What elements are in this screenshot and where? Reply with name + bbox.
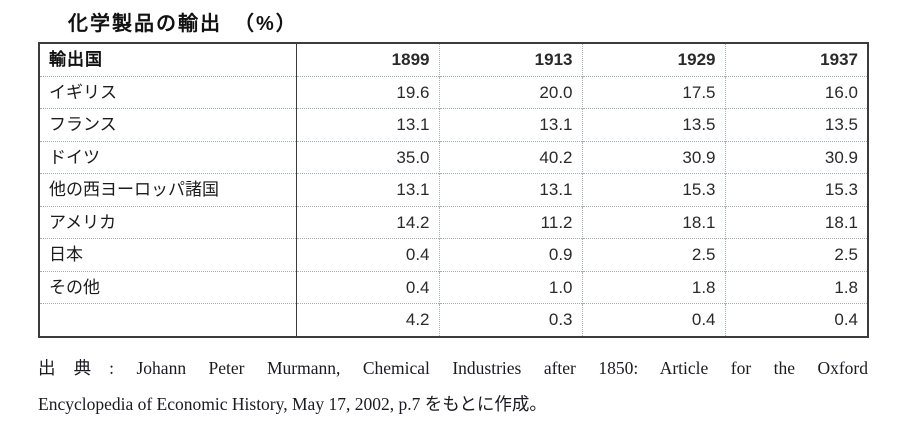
country-label: その他 <box>39 270 297 304</box>
value-cell: 13.1 <box>438 173 582 206</box>
value-cell: 13.5 <box>724 108 868 141</box>
value-cell: 19.6 <box>295 75 439 109</box>
table-title: 化学製品の輸出 （%） <box>68 13 298 35</box>
table-row: ドイツ 35.0 40.2 30.9 30.9 <box>39 140 868 174</box>
value-cell: 17.5 <box>581 75 725 109</box>
country-label: アメリカ <box>39 205 297 239</box>
country-label: イギリス <box>39 75 297 109</box>
column-header-country: 輸出国 <box>39 43 297 76</box>
value-cell: 30.9 <box>724 140 868 174</box>
value-cell: 0.4 <box>295 238 439 271</box>
value-cell: 18.1 <box>724 205 868 239</box>
column-header-1913: 1913 <box>438 43 582 76</box>
column-header-1937: 1937 <box>724 43 868 76</box>
export-share-table: 輸出国 1899 1913 1929 1937 イギリス 19.6 20.0 1… <box>38 42 869 338</box>
table-row: 4.2 0.3 0.4 0.4 <box>39 303 868 337</box>
value-cell: 0.3 <box>438 303 582 337</box>
value-cell: 2.5 <box>581 238 725 271</box>
value-cell: 13.1 <box>438 108 582 141</box>
table-row: その他 0.4 1.0 1.8 1.8 <box>39 270 868 304</box>
source-citation: 出典: Johann Peter Murmann, Chemical Indus… <box>38 350 868 422</box>
value-cell: 13.1 <box>295 173 439 206</box>
table-row: 日本 0.4 0.9 2.5 2.5 <box>39 238 868 271</box>
table-row: イギリス 19.6 20.0 17.5 16.0 <box>39 75 868 109</box>
country-label: ドイツ <box>39 140 297 174</box>
value-cell: 1.8 <box>724 270 868 304</box>
column-header-1899: 1899 <box>295 43 439 76</box>
value-cell: 1.8 <box>581 270 725 304</box>
value-cell: 1.0 <box>438 270 582 304</box>
column-header-1929: 1929 <box>581 43 725 76</box>
value-cell: 2.5 <box>724 238 868 271</box>
header-row: 輸出国 1899 1913 1929 1937 <box>39 43 868 76</box>
table-row: フランス 13.1 13.1 13.5 13.5 <box>39 108 868 141</box>
value-cell: 40.2 <box>438 140 582 174</box>
value-cell: 0.4 <box>295 270 439 304</box>
value-cell: 30.9 <box>581 140 725 174</box>
country-label: 他の西ヨーロッパ諸国 <box>39 173 297 206</box>
country-label: フランス <box>39 108 297 141</box>
value-cell: 15.3 <box>724 173 868 206</box>
value-cell: 20.0 <box>438 75 582 109</box>
table-row: 他の西ヨーロッパ諸国 13.1 13.1 15.3 15.3 <box>39 173 868 206</box>
value-cell: 0.4 <box>724 303 868 337</box>
value-cell: 11.2 <box>438 205 582 239</box>
value-cell: 0.9 <box>438 238 582 271</box>
source-citation-line2: Encyclopedia of Economic History, May 17… <box>38 394 547 414</box>
value-cell: 15.3 <box>581 173 725 206</box>
value-cell: 14.2 <box>295 205 439 239</box>
table-row: アメリカ 14.2 11.2 18.1 18.1 <box>39 205 868 239</box>
value-cell: 0.4 <box>581 303 725 337</box>
value-cell: 4.2 <box>295 303 439 337</box>
country-label-empty <box>39 303 297 337</box>
value-cell: 35.0 <box>295 140 439 174</box>
value-cell: 13.1 <box>295 108 439 141</box>
country-label: 日本 <box>39 238 297 271</box>
value-cell: 18.1 <box>581 205 725 239</box>
value-cell: 16.0 <box>724 75 868 109</box>
value-cell: 13.5 <box>581 108 725 141</box>
source-citation-line1: 出典: Johann Peter Murmann, Chemical Indus… <box>38 358 868 378</box>
